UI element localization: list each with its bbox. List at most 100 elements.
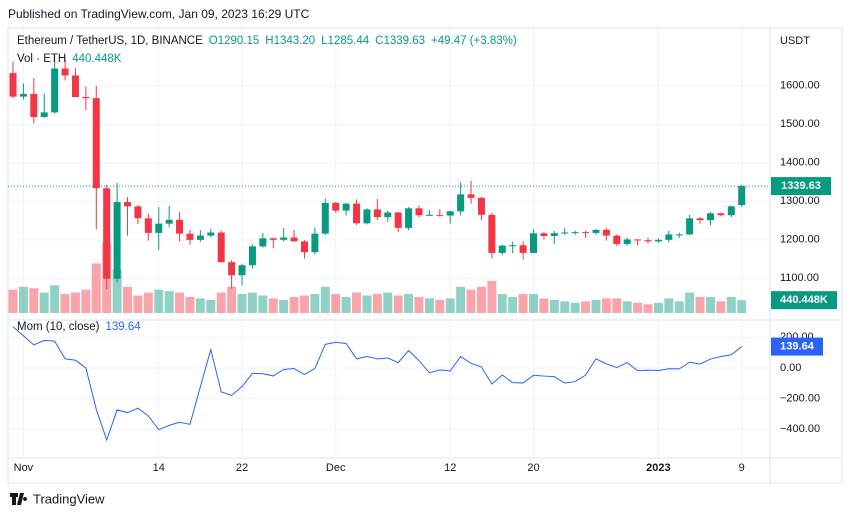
volume-bar	[310, 294, 320, 313]
volume-badge	[771, 291, 837, 310]
volume-bar	[331, 294, 341, 313]
y-tick-label: 1300.00	[780, 195, 820, 207]
volume-bar	[237, 294, 247, 313]
ohlc: L1285.44	[321, 35, 370, 47]
mom-badge-label: 139.64	[780, 340, 815, 352]
mom-badge	[771, 337, 823, 356]
price-badge	[771, 177, 831, 196]
candle-body	[40, 112, 48, 118]
candle-body	[332, 202, 340, 211]
candle-body	[280, 237, 288, 240]
volume-bar	[29, 288, 39, 313]
volume-bar	[70, 292, 80, 313]
candle-body	[540, 233, 548, 236]
volume-bar	[258, 295, 268, 313]
candle-body	[113, 202, 121, 279]
candle-body	[9, 73, 17, 97]
candle-body	[269, 238, 277, 240]
volume-bar	[549, 299, 559, 313]
candle-body	[665, 234, 673, 240]
volume-bar	[133, 295, 143, 313]
candle-body	[477, 197, 485, 215]
volume-bar	[643, 304, 653, 313]
x-tick-label: 9	[739, 462, 745, 474]
candle-body	[394, 212, 402, 228]
volume-bar	[705, 296, 715, 313]
candle-body	[238, 265, 246, 276]
volume-bar	[143, 292, 153, 313]
volume-bar	[601, 298, 611, 313]
candle-body	[342, 203, 350, 211]
volume-bar	[102, 243, 112, 313]
volume-title: Vol · ETH	[17, 53, 67, 65]
volume-bar	[216, 292, 226, 313]
candle-body	[363, 209, 371, 224]
volume-bar	[664, 298, 674, 313]
volume-bar	[81, 289, 91, 313]
candle-body	[92, 98, 100, 189]
y-tick-label: 200.00	[780, 331, 814, 343]
x-tick-label: 20	[527, 462, 539, 474]
ohlc: H1343.20	[265, 35, 316, 47]
change: +49.47 (+3.83%)	[431, 35, 517, 47]
x-tick-label: 12	[444, 462, 456, 474]
candle-body	[738, 186, 746, 206]
candle-body	[634, 239, 642, 241]
volume-bar	[685, 292, 695, 313]
momentum-line	[12, 326, 743, 442]
y-tick-label: −400.00	[780, 423, 820, 435]
x-tick-label: 14	[153, 462, 165, 474]
candle-body	[530, 233, 537, 253]
volume-bar	[383, 292, 393, 313]
volume-bar	[268, 298, 278, 313]
volume-bar	[154, 289, 164, 313]
y-tick-label: 1100.00	[780, 272, 819, 284]
candle-body	[353, 203, 361, 224]
volume-bar	[476, 286, 486, 313]
brand: TradingView	[33, 491, 105, 506]
volume-bar	[320, 286, 330, 313]
candle-body	[373, 209, 381, 218]
volume-bar	[591, 299, 601, 313]
price-badge-label: 1339.63	[781, 180, 821, 192]
y-tick-label: 1200.00	[780, 234, 820, 246]
candle-body	[228, 262, 236, 276]
volume-bar	[299, 295, 309, 313]
volume-bar	[91, 263, 101, 313]
volume-badge-label: 440.448K	[780, 294, 828, 306]
volume-bar	[487, 280, 497, 313]
volume-bar	[508, 296, 518, 313]
volume-bar	[289, 296, 299, 313]
volume-bar	[695, 296, 705, 313]
volume-bar	[435, 299, 445, 313]
candle-body	[51, 68, 59, 113]
x-tick-label: 22	[236, 462, 248, 474]
volume-bar	[529, 294, 538, 313]
candle-body	[509, 245, 517, 247]
y-tick-label: 0.00	[780, 362, 801, 374]
ohlc: C1339.63	[375, 35, 426, 47]
candle-body	[467, 194, 475, 198]
candle-body	[706, 213, 714, 221]
volume-bar	[570, 302, 580, 313]
y-tick-label: −200.00	[780, 392, 820, 404]
candle-body	[446, 211, 454, 216]
x-tick-label: Dec	[326, 462, 346, 474]
candle-body	[571, 232, 579, 234]
volume-bar	[518, 294, 528, 313]
volume-bar	[279, 299, 289, 313]
volume-bar	[674, 301, 684, 313]
volume-bar	[123, 286, 133, 313]
candle-body	[602, 229, 610, 236]
volume-bar	[247, 292, 257, 313]
candle-body	[675, 234, 683, 236]
volume-bar	[393, 295, 403, 313]
candle-body	[654, 239, 662, 242]
volume-bar	[653, 302, 663, 313]
y-tick-label: 1600.00	[780, 80, 820, 92]
candle-body	[144, 218, 152, 233]
candle-body	[321, 202, 329, 234]
volume-bar	[737, 300, 747, 313]
volume-legend: Vol · ETH 440.448K	[17, 53, 121, 65]
